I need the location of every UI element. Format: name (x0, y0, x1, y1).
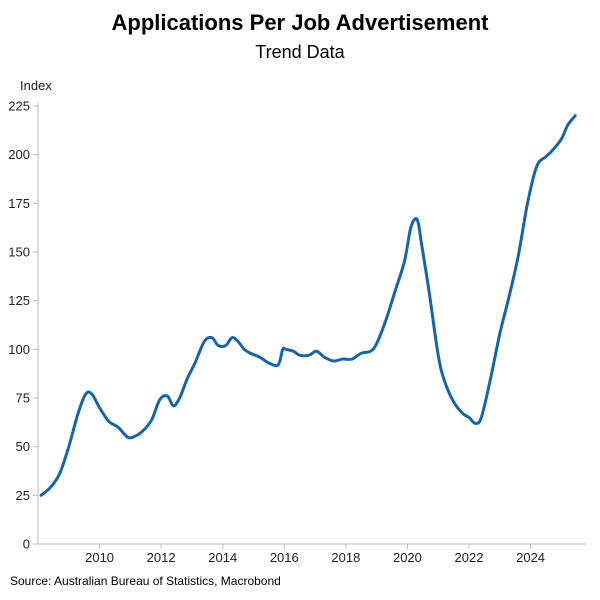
y-tick-label: 25 (16, 488, 30, 503)
y-tick-label: 0 (23, 537, 30, 552)
y-tick-label: 200 (8, 147, 30, 162)
x-tick-label: 2012 (147, 550, 176, 565)
y-tick-label: 125 (8, 293, 30, 308)
chart-title: Applications Per Job Advertisement (111, 10, 489, 35)
y-axis-label: Index (20, 78, 52, 93)
y-tick-label: 225 (8, 99, 30, 114)
chart-subtitle: Trend Data (255, 42, 345, 62)
x-tick-label: 2016 (270, 550, 299, 565)
x-axis: 2010 2012 2014 2016 2018 2020 2022 2024 (38, 543, 586, 565)
source-note: Source: Australian Bureau of Statistics,… (10, 574, 281, 588)
y-axis: 0 25 50 75 100 125 150 175 200 225 (8, 99, 39, 552)
y-tick-label: 50 (16, 439, 30, 454)
x-tick-label: 2024 (516, 550, 545, 565)
x-tick-label: 2010 (85, 550, 114, 565)
x-tick-label: 2018 (331, 550, 360, 565)
y-tick-label: 75 (16, 391, 30, 406)
y-tick-label: 150 (8, 245, 30, 260)
y-tick-label: 175 (8, 196, 30, 211)
y-tick-label: 100 (8, 342, 30, 357)
x-tick-label: 2022 (455, 550, 484, 565)
plot-area (39, 114, 577, 497)
series-line (39, 114, 577, 497)
x-tick-label: 2014 (208, 550, 237, 565)
x-tick-label: 2020 (393, 550, 422, 565)
